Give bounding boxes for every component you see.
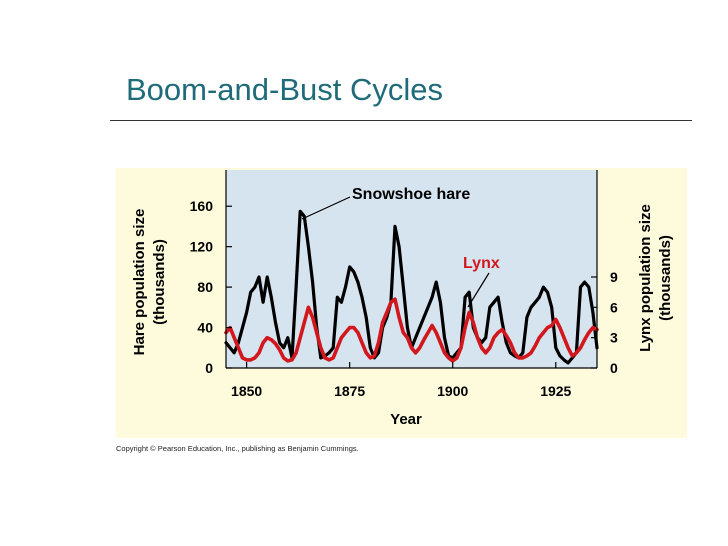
y-tick-label: 160 — [190, 198, 214, 214]
y2-axis-title-line1: Lynx population size — [637, 204, 654, 352]
annotation-snowshoe-hare: Snowshoe hare — [352, 186, 470, 203]
annotation-lynx: Lynx — [463, 255, 500, 272]
annotation-lynx-pointer — [467, 272, 490, 308]
x-tick-label: 1925 — [540, 383, 571, 399]
y-axis-title-line1: Hare population size — [131, 209, 148, 356]
y-tick-label: 80 — [197, 279, 213, 295]
y-tick-label: 0 — [205, 360, 213, 376]
y2-axis-title-line2: (thousands) — [657, 235, 674, 321]
y2-tick-label: 3 — [610, 330, 618, 346]
series-line-lynx — [224, 297, 599, 363]
x-tick-label: 1850 — [231, 383, 262, 399]
annotation-hare-pointer — [301, 196, 351, 220]
y2-tick-label: 0 — [610, 360, 618, 376]
copyright-notice: Copyright © Pearson Education, Inc., pub… — [116, 444, 359, 453]
y-tick-label: 120 — [190, 239, 214, 255]
x-tick-label: 1875 — [334, 383, 365, 399]
plot-area — [226, 170, 597, 368]
y2-tick-label: 6 — [610, 299, 618, 315]
x-tick-label: 1900 — [437, 383, 468, 399]
title-divider — [110, 120, 692, 121]
y-tick-label: 40 — [197, 320, 213, 336]
slide-title: Boom-and-Bust Cycles — [126, 72, 444, 107]
y2-tick-label: 9 — [610, 269, 618, 285]
x-axis-title: Year — [390, 411, 422, 428]
y-axis-title-line2: (thousands) — [151, 239, 168, 325]
